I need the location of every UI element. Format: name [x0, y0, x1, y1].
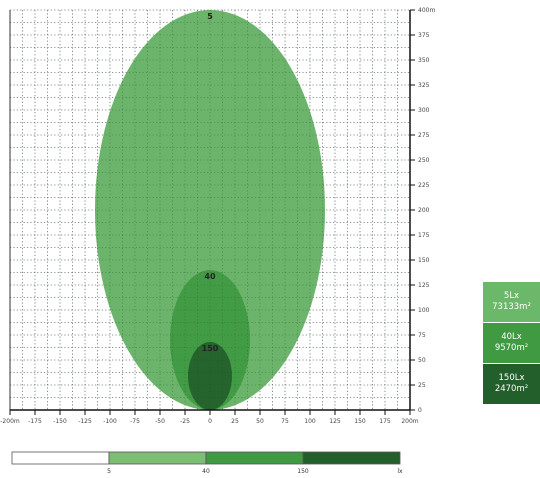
y-tick-label: 350	[418, 57, 430, 64]
y-tick-label: 250	[418, 157, 430, 164]
x-tick-label: 200m	[401, 418, 418, 425]
x-tick-label: -150	[53, 418, 67, 425]
legend-item-150lx: 150Lx 2470m²	[483, 364, 540, 404]
x-tick-label: 175	[379, 418, 391, 425]
x-tick-label: 75	[281, 418, 289, 425]
legend-lux: 40Lx	[501, 332, 522, 342]
x-tick-label: 125	[329, 418, 341, 425]
y-tick-label: 275	[418, 132, 430, 139]
legend-lux: 5Lx	[503, 291, 520, 301]
legend-item-40lx: 40Lx 9570m²	[483, 323, 540, 363]
y-tick-label: 200	[418, 207, 430, 214]
color-bar-segment	[11, 451, 110, 465]
y-tick-label: 150	[418, 257, 430, 264]
contour-label-5: 5	[207, 12, 213, 21]
x-tick-label: -200m	[0, 418, 20, 425]
y-tick-label: 300	[418, 107, 430, 114]
y-tick-label: 100	[418, 307, 430, 314]
color-bar-segment	[205, 451, 304, 465]
y-tick-label: 325	[418, 82, 430, 89]
legend-area: 73133m²	[492, 302, 531, 312]
x-tick-label: -25	[180, 418, 190, 425]
contour-area-150lx	[188, 342, 232, 410]
color-bar-label: lx	[397, 468, 403, 475]
x-tick-label: -100	[103, 418, 117, 425]
x-tick-label: 0	[208, 418, 212, 425]
y-tick-label: 175	[418, 232, 430, 239]
contour-labels: 5 40 150	[202, 12, 219, 353]
color-bar-segment	[302, 451, 401, 465]
x-tick-label: 150	[354, 418, 366, 425]
contour-area-5lx	[95, 10, 325, 410]
legend-item-5lx: 5Lx 73133m²	[483, 282, 540, 322]
x-tick-label: -50	[155, 418, 165, 425]
y-tick-label: 50	[418, 357, 426, 364]
y-tick-label: 375	[418, 32, 430, 39]
contour-label-40: 40	[204, 272, 216, 281]
x-tick-label: 50	[256, 418, 264, 425]
contour-label-150: 150	[202, 344, 219, 353]
x-tick-label: 25	[231, 418, 239, 425]
color-bar-label: 40	[202, 468, 210, 475]
legend-area: 9570m²	[494, 343, 529, 353]
x-tick-label: 100	[304, 418, 316, 425]
y-tick-label: 0	[418, 407, 422, 414]
color-bar-label: 5	[107, 468, 111, 475]
y-tick-label: 125	[418, 282, 430, 289]
y-tick-label: 400m	[418, 7, 435, 14]
y-axis: 0 25 50 75 100 125 150 175 200 225 250 275 300 325 350…	[410, 7, 435, 414]
color-bar-label: 150	[297, 468, 309, 475]
y-tick-label: 225	[418, 182, 430, 189]
y-tick-label: 75	[418, 332, 426, 339]
x-tick-label: -75	[130, 418, 140, 425]
legend-area: 2470m²	[494, 384, 529, 394]
x-axis: -200m -175 -150 -125 -100 -75 -50 -25 0 25 50 75 100…	[0, 410, 419, 425]
color-bar-segment	[108, 451, 207, 465]
x-tick-label: -175	[28, 418, 42, 425]
color-bar: 5 40 150 lx	[11, 451, 403, 475]
y-tick-label: 25	[418, 382, 426, 389]
x-tick-label: -125	[78, 418, 92, 425]
legend-lux: 150Lx	[498, 373, 525, 383]
